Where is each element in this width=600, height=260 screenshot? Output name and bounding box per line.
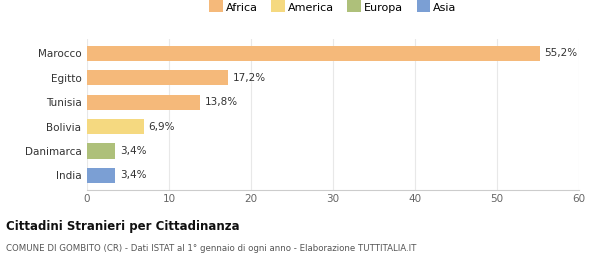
Bar [87,70,228,85]
Text: 55,2%: 55,2% [545,48,578,58]
Bar [87,95,200,110]
Text: 6,9%: 6,9% [149,122,175,132]
Text: 3,4%: 3,4% [120,146,146,156]
Text: Cittadini Stranieri per Cittadinanza: Cittadini Stranieri per Cittadinanza [6,220,239,233]
Legend: Africa, America, Europa, Asia: Africa, America, Europa, Asia [209,2,457,13]
Bar [87,119,143,134]
Bar [87,144,115,159]
Text: COMUNE DI GOMBITO (CR) - Dati ISTAT al 1° gennaio di ogni anno - Elaborazione TU: COMUNE DI GOMBITO (CR) - Dati ISTAT al 1… [6,244,416,253]
Text: 13,8%: 13,8% [205,97,238,107]
Text: 17,2%: 17,2% [233,73,266,83]
Bar [87,46,539,61]
Bar [87,168,115,183]
Text: 3,4%: 3,4% [120,170,146,180]
